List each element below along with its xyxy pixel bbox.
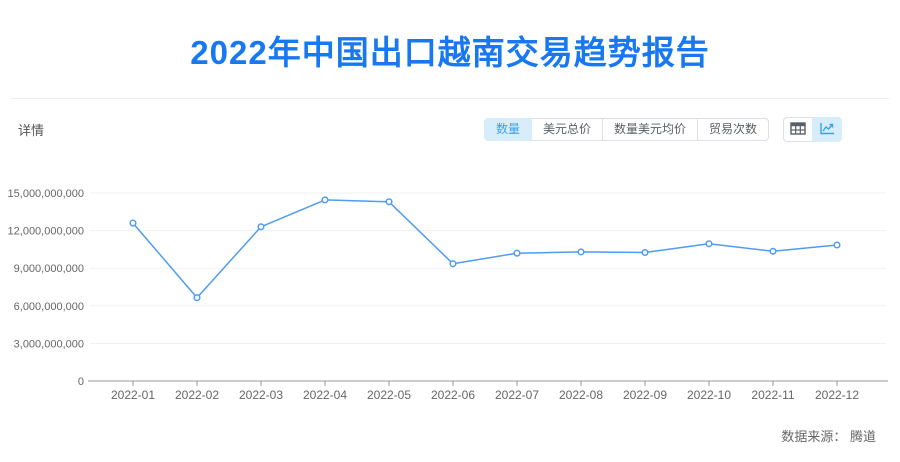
svg-text:2022-01: 2022-01 <box>111 388 155 402</box>
trend-line <box>132 199 838 299</box>
view-toggle-group <box>783 117 842 142</box>
data-point[interactable] <box>257 223 265 231</box>
svg-text:2022-07: 2022-07 <box>495 388 539 402</box>
data-points[interactable] <box>129 196 841 302</box>
svg-text:2022-11: 2022-11 <box>751 388 794 402</box>
data-point[interactable] <box>705 240 713 248</box>
svg-text:2022-03: 2022-03 <box>239 388 283 402</box>
data-point[interactable] <box>321 196 329 204</box>
x-axis-ticks <box>132 381 838 386</box>
svg-text:9,000,000,000: 9,000,000,000 <box>14 263 84 275</box>
metric-tab-group: 数量 美元总价 数量美元均价 贸易次数 <box>483 118 769 141</box>
svg-text:2022-02: 2022-02 <box>175 388 219 402</box>
svg-text:3,000,000,000: 3,000,000,000 <box>14 338 84 350</box>
data-point[interactable] <box>513 249 521 257</box>
chart-controls: 数量 美元总价 数量美元均价 贸易次数 <box>483 117 842 142</box>
data-point[interactable] <box>833 241 841 249</box>
table-grid-icon <box>790 121 806 138</box>
data-point[interactable] <box>641 248 649 257</box>
svg-text:2022-04: 2022-04 <box>303 388 347 402</box>
metric-tab-usd-avg[interactable]: 数量美元均价 <box>601 118 698 141</box>
grid-lines <box>90 192 886 344</box>
svg-text:2022-06: 2022-06 <box>431 388 475 402</box>
line-chart-icon <box>819 122 835 138</box>
svg-text:2022-10: 2022-10 <box>687 388 731 402</box>
data-point[interactable] <box>449 260 457 268</box>
metric-tab-quantity[interactable]: 数量 <box>483 118 532 141</box>
svg-text:2022-09: 2022-09 <box>623 388 667 402</box>
table-view-button[interactable] <box>783 117 813 142</box>
x-axis-labels: 2022-01 2022-02 2022-03 2022-04 2022-05 2022-… <box>111 388 859 402</box>
data-point[interactable] <box>193 294 201 302</box>
svg-text:6,000,000,000: 6,000,000,000 <box>14 301 84 313</box>
y-axis-labels: 0 3,000,000,000 6,000,000,000 9,000,000,000… <box>8 188 84 388</box>
header-divider <box>11 98 889 99</box>
metric-tab-trade-count[interactable]: 贸易次数 <box>696 118 769 141</box>
details-label: 详情 <box>18 123 45 138</box>
svg-text:2022-05: 2022-05 <box>367 388 411 402</box>
trend-chart-canvas: 0 3,000,000,000 6,000,000,000 9,000,000,000… <box>8 188 888 402</box>
svg-text:12,000,000,000: 12,000,000,000 <box>8 226 84 238</box>
metric-tab-usd-total[interactable]: 美元总价 <box>530 118 603 141</box>
svg-text:2022-08: 2022-08 <box>559 388 603 402</box>
data-point[interactable] <box>577 248 585 256</box>
chart-view-button[interactable] <box>812 117 842 142</box>
page-title: 2022年中国出口越南交易趋势报告 <box>190 34 710 71</box>
data-point[interactable] <box>129 219 137 227</box>
data-source: 数据来源： 腾道 <box>781 429 876 444</box>
data-point[interactable] <box>385 198 393 206</box>
svg-text:0: 0 <box>78 376 84 388</box>
svg-text:15,000,000,000: 15,000,000,000 <box>8 188 84 200</box>
trend-chart[interactable]: 0 3,000,000,000 6,000,000,000 9,000,000,000… <box>0 150 900 412</box>
svg-text:2022-12: 2022-12 <box>815 388 859 402</box>
data-point[interactable] <box>769 247 777 255</box>
